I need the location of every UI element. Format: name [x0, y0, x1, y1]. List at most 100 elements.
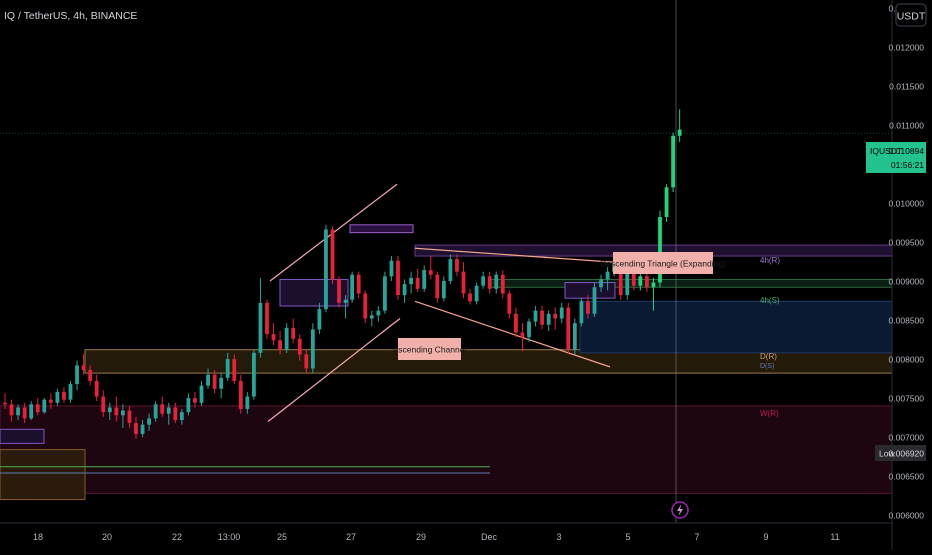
candle: [35, 398, 40, 416]
candle: [507, 290, 512, 319]
ascending-channel-text: Ascending Channel: [393, 345, 467, 355]
candle-body: [173, 407, 178, 420]
candle-body: [402, 284, 407, 296]
candle: [579, 298, 584, 327]
candle-body: [422, 270, 427, 289]
candle: [566, 302, 571, 355]
candle: [193, 391, 197, 408]
candle: [376, 305, 381, 322]
descending-triangle-label[interactable]: Descending Triangle (Expanding): [600, 252, 726, 274]
candle-body: [160, 404, 165, 414]
triangle-lower-line: [414, 300, 611, 368]
time-tick-label: 29: [416, 532, 426, 542]
candle-body: [350, 274, 355, 300]
candle-body: [16, 407, 20, 416]
blue-support-zone: [579, 300, 893, 354]
candle-body: [324, 229, 328, 310]
candle-body: [186, 398, 191, 413]
candle: [238, 374, 243, 414]
candle-body: [278, 340, 282, 350]
candle: [487, 271, 492, 294]
candle: [428, 256, 433, 280]
candle-body: [134, 423, 138, 435]
candle: [94, 374, 99, 402]
level-d-r-label: D(R): [760, 352, 777, 361]
candle: [514, 307, 518, 338]
candle-body: [376, 310, 381, 316]
candle: [481, 271, 486, 289]
candle: [343, 295, 348, 319]
lightning-event-icon[interactable]: [671, 501, 689, 519]
candle: [62, 387, 66, 403]
candle: [337, 276, 341, 308]
candle-body: [22, 407, 27, 419]
candle-body: [212, 374, 217, 389]
candle-body: [258, 302, 263, 353]
candle-body: [677, 129, 682, 136]
candle-body: [88, 370, 93, 381]
candle: [546, 310, 551, 331]
time-axis[interactable]: 18 20 22 13:00 25 27 29 Dec 3 5 7 9 11: [33, 532, 840, 542]
candle-body: [68, 384, 73, 400]
candle-body: [330, 229, 335, 280]
price-tick-label: 0.008000: [889, 355, 925, 365]
candle: [29, 401, 34, 420]
candle: [173, 402, 178, 424]
candle-body: [533, 310, 538, 322]
candle-body: [520, 332, 525, 338]
candle: [415, 268, 420, 292]
candle-body: [127, 410, 132, 424]
candle-body: [310, 329, 315, 369]
candle-body: [3, 402, 7, 405]
candle: [3, 393, 7, 410]
time-tick-label: 27: [346, 532, 356, 542]
candle-body: [586, 301, 590, 314]
candle: [212, 370, 217, 394]
currency-button[interactable]: USDT: [895, 3, 927, 27]
candle-body: [94, 380, 99, 397]
candle-body: [415, 277, 420, 289]
candle-body: [671, 135, 675, 188]
candle-body: [396, 260, 400, 296]
price-tick-label: 0.011000: [889, 120, 924, 130]
ascending-channel-label[interactable]: Ascending Channel: [393, 338, 467, 360]
level-4h-s-label: 4h(S): [760, 296, 780, 305]
candle-body: [481, 276, 486, 286]
candle-body: [363, 293, 368, 319]
candles-layer: [3, 109, 682, 439]
candle: [441, 276, 446, 302]
candle-body: [75, 365, 79, 385]
candle: [527, 318, 531, 342]
candle-body: [48, 399, 53, 403]
candle-body: [487, 276, 492, 289]
price-tick-label: 0.006500: [889, 472, 925, 482]
candle: [645, 271, 649, 292]
candle: [638, 271, 643, 291]
candle: [186, 393, 191, 416]
symbol-title[interactable]: IQ / TetherUS, 4h, BINANCE: [4, 10, 137, 22]
descending-triangle-text: Descending Triangle (Expanding): [600, 259, 726, 269]
candle-body: [356, 274, 361, 294]
candle: [435, 271, 440, 303]
candle: [409, 271, 413, 294]
candle: [369, 310, 374, 327]
support-4h-zone: [489, 278, 893, 288]
candle: [140, 419, 145, 438]
candle-body: [651, 282, 656, 288]
low-label: Low 0.006920: [875, 445, 926, 461]
candle-body: [592, 287, 597, 314]
channel-top-box: [279, 278, 349, 307]
candle: [9, 399, 14, 422]
price-tick-label: 0.010000: [889, 198, 925, 208]
candle-body: [271, 334, 276, 341]
candle-body: [140, 424, 145, 435]
candle-body: [297, 338, 302, 355]
candle-body: [559, 307, 564, 319]
level-w-r-label: W(R): [760, 409, 779, 418]
candle-body: [514, 313, 518, 333]
candle-body: [153, 404, 158, 419]
candle: [245, 391, 250, 414]
purple-box-top: [349, 224, 414, 234]
